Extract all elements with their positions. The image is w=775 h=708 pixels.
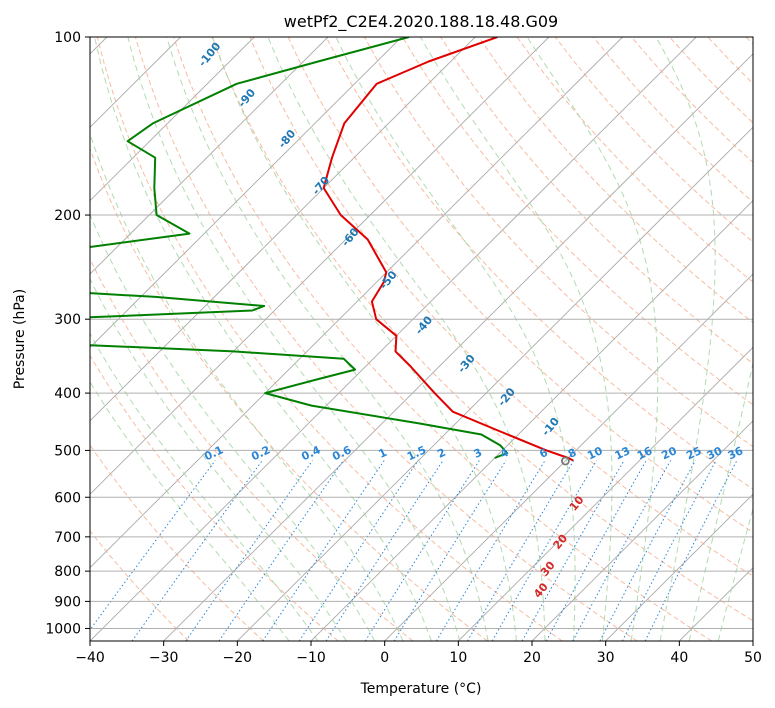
x-tick-label: −10 [296,650,326,666]
mixing-ratio-line [131,460,263,641]
dry-adiabat-line [516,37,753,283]
mixing-ratio-label: 13 [613,444,632,462]
isotherm-line [90,37,402,349]
y-tick-label: 200 [54,208,81,224]
x-tick-label: 0 [380,650,389,666]
profiles [90,37,574,466]
mixing-ratio-line [325,460,444,641]
dry-adiabat-line [478,37,753,324]
y-tick-label: 400 [54,386,81,402]
x-tick-label: 40 [670,650,688,666]
mixing-ratio-line [298,460,419,641]
mixing-ratio-label: 10 [585,444,605,462]
chart-title: wetPf2_C2E4.2020.188.18.48.G09 [284,12,558,32]
moist-adiabat-line [335,37,576,641]
x-tick-label: −30 [149,650,179,666]
isotherm-line [90,37,329,275]
dry-adiabat-line [325,37,753,490]
moist-adiabat-line [526,37,659,641]
background-lines [90,37,753,641]
isotherm-line [163,53,753,641]
moist-adiabat-line [688,360,753,641]
moist-adiabat-line [655,37,716,641]
moist-adiabat-line [90,332,319,641]
y-tick-label: 500 [54,443,81,459]
moist-adiabat-line [94,37,432,641]
isotherm-line [752,640,753,641]
x-tick-label: −20 [223,650,253,666]
isotherm-line [237,126,753,641]
isotherm-line [90,37,623,569]
y-tick-label: 800 [54,564,81,580]
isotherm-line [90,37,255,202]
moist-adiabat-line [166,37,489,641]
y-tick-label: 100 [54,30,81,46]
dry-adiabat-line [96,37,563,641]
dry-adiabat-line [90,147,488,641]
mixing-ratio-label: 20 [659,444,679,462]
y-axis-label: Pressure (hPa) [12,289,28,389]
moist-adiabat-line [267,37,546,641]
isotherm-line [384,273,753,641]
moist-adiabat-line [212,37,517,641]
mixing-ratio-line [621,460,717,641]
x-tick-label: 50 [744,650,762,666]
mixing-ratio-line [521,460,625,641]
isotherm-line [90,37,550,495]
y-tick-label: 300 [54,312,81,328]
plot-frame [89,36,754,642]
x-tick-label: 30 [597,650,615,666]
mixing-ratio-label: 30 [705,444,725,462]
dewpoint-profile-line [90,37,509,459]
moist-adiabat-line [420,37,613,641]
dry-adiabat-line [402,37,753,406]
mixing-ratio-line [262,460,385,641]
x-axis-label: Temperature (°C) [360,681,482,697]
moist-adiabat-line [127,37,461,641]
isotherm-line [90,37,476,422]
dry-adiabat-line [90,444,264,641]
mixing-ratio-label: 36 [726,444,746,462]
isotherm-line [90,37,697,641]
moist-adiabat-line [90,277,347,641]
dry-adiabat-line [90,530,190,641]
dry-adiabat-line [211,37,753,622]
x-tick-label: −40 [75,650,105,666]
pressure-grid [90,37,753,629]
plot-background [90,37,753,641]
mixing-ratio-line [545,460,647,641]
mixing-ratio-line [599,460,696,641]
dry-adiabat-line [249,37,753,577]
moist-adiabat-line [90,213,376,641]
y-tick-label: 1000 [45,621,81,637]
dry-adiabat-line [173,37,712,641]
isotherm-line [605,493,753,641]
dry-adiabat-line [90,257,414,641]
x-tick-label: 20 [523,650,541,666]
moist-adiabat-line [717,507,753,641]
y-tick-label: 700 [54,530,81,546]
lcl-marker [561,456,570,466]
moist-adiabat-line [90,132,404,641]
mixing-ratio-label: 25 [684,444,703,462]
temperature-profile-line [322,37,574,462]
y-tick-label: 900 [54,594,81,610]
moist-adiabat-line [90,380,290,641]
dry-adiabat-line [134,37,638,641]
dry-adiabat-line [440,37,753,365]
dry-adiabat-line [90,354,339,641]
mixing-ratio-line [393,460,507,641]
y-tick-label: 600 [54,490,81,506]
mixing-ratio-line [572,460,672,641]
mixing-ratio-line [364,460,480,641]
isotherm-line [458,346,753,641]
x-tick-label: 10 [449,650,467,666]
isotherm-line [531,420,753,641]
axes: −40 −30 −20 −10 0 10 20 30 40 50 100 200 300 400 500 60… [45,30,762,666]
mixing-ratio-label: 16 [635,444,655,462]
mixing-ratio-line [90,460,216,631]
mixing-ratio-line [644,460,738,641]
